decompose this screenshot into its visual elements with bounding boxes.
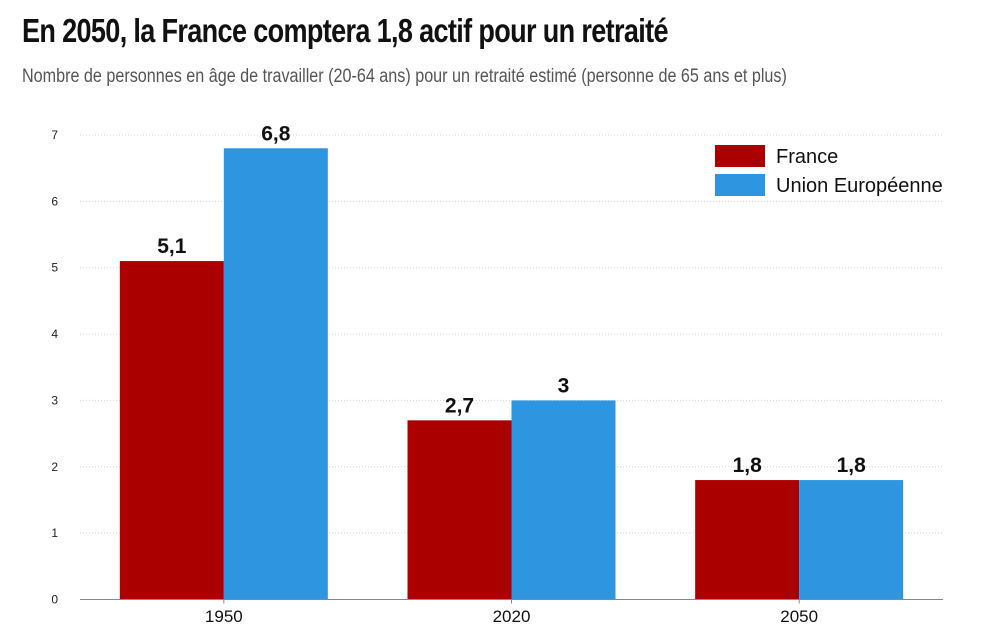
legend-swatch xyxy=(715,145,765,167)
data-label: 6,8 xyxy=(261,122,291,145)
legend-swatch xyxy=(715,174,765,196)
data-label: 3 xyxy=(558,374,570,397)
y-tick-label: 4 xyxy=(51,327,58,341)
y-tick-label: 5 xyxy=(51,261,58,275)
y-tick-label: 1 xyxy=(51,526,58,540)
legend-label: Union Européenne xyxy=(776,175,943,197)
bars xyxy=(119,148,904,600)
bar xyxy=(223,148,328,600)
legend-label: France xyxy=(776,146,838,168)
data-label: 5,1 xyxy=(157,235,187,258)
bar xyxy=(407,420,512,600)
bar xyxy=(119,261,224,600)
y-tick-label: 2 xyxy=(51,460,58,474)
data-label: 1,8 xyxy=(837,454,867,477)
x-tick-label: 2050 xyxy=(780,607,818,626)
data-label: 1,8 xyxy=(733,454,763,477)
bar xyxy=(695,480,800,600)
chart-subtitle: Nombre de personnes en âge de travailler… xyxy=(22,66,787,87)
x-tick-label: 1950 xyxy=(205,607,243,626)
legend: France Union Européenne xyxy=(715,145,943,197)
chart-title: En 2050, la France comptera 1,8 actif po… xyxy=(22,12,668,49)
data-label: 2,7 xyxy=(445,394,474,417)
data-labels: 5,1 6,8 2,7 3 1,8 1,8 xyxy=(157,122,866,477)
y-tick-label: 3 xyxy=(51,393,58,407)
bar xyxy=(511,400,616,600)
x-tick-label: 2020 xyxy=(493,607,531,626)
axes: 0 1 2 3 4 5 6 7 1950 2020 2050 xyxy=(51,128,943,626)
bar xyxy=(799,480,904,600)
y-tick-label: 7 xyxy=(51,128,58,142)
y-tick-label: 0 xyxy=(51,593,58,607)
y-tick-label: 6 xyxy=(51,194,58,208)
